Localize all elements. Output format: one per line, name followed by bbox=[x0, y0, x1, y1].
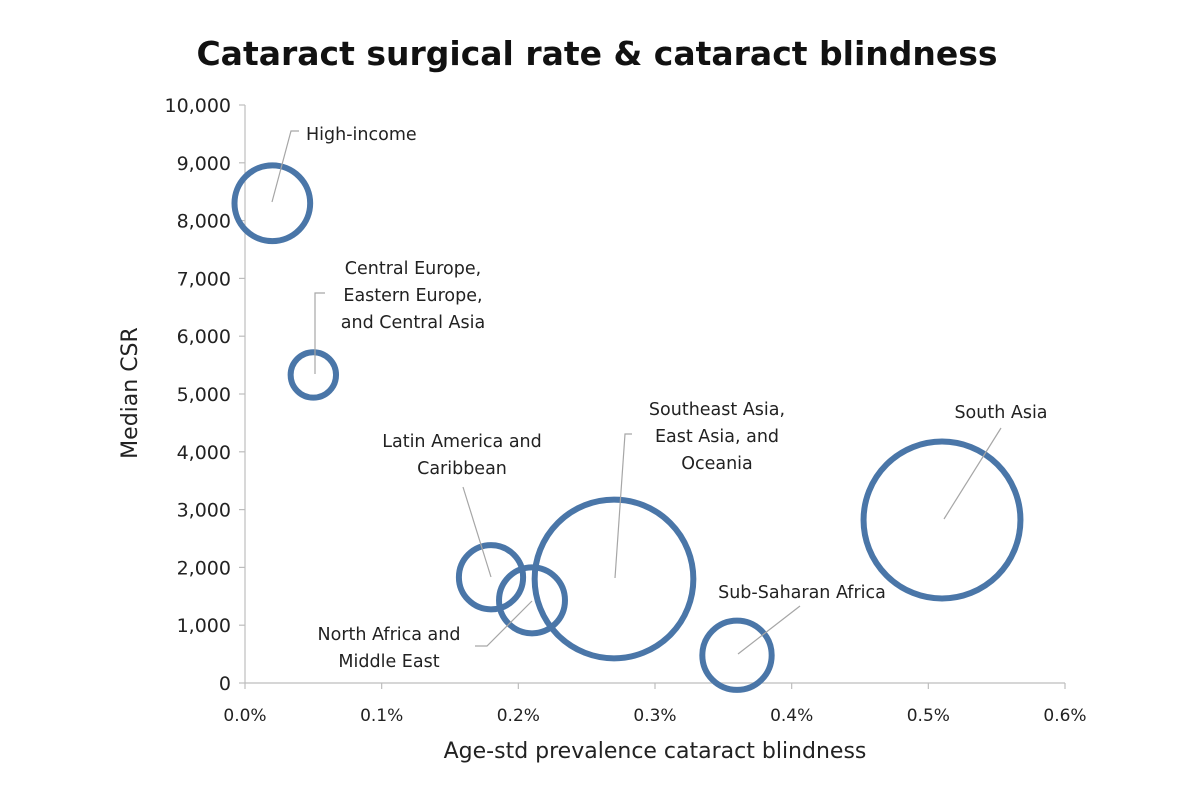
y-tick-label: 0 bbox=[219, 673, 231, 695]
y-tick-label: 6,000 bbox=[177, 326, 231, 348]
leader-line bbox=[271, 130, 299, 203]
bubble-label: South Asia bbox=[954, 403, 1047, 423]
bubble bbox=[455, 542, 527, 613]
bubble-label: Caribbean bbox=[417, 459, 507, 479]
bubble bbox=[496, 564, 568, 637]
x-tick-label: 0.3% bbox=[633, 706, 676, 726]
y-tick-label: 8,000 bbox=[177, 211, 231, 233]
bubble-label: East Asia, and bbox=[655, 427, 779, 447]
bubble-label: Sub-Saharan Africa bbox=[718, 583, 886, 603]
bubble-label: Oceania bbox=[681, 454, 753, 474]
bubble-label: and Central Asia bbox=[341, 313, 485, 333]
y-tick-label: 7,000 bbox=[177, 268, 231, 290]
bubble-label: High-income bbox=[306, 125, 417, 145]
axes: 0 1,000 2,000 3,000 4,000 5,000 6,000 7,000 8,00… bbox=[165, 95, 1087, 726]
bubble-label: Middle East bbox=[338, 652, 439, 672]
bubble bbox=[231, 162, 314, 245]
y-tick-label: 3,000 bbox=[177, 500, 231, 522]
leader-line bbox=[314, 292, 325, 374]
y-tick-label: 1,000 bbox=[177, 615, 231, 637]
bubble bbox=[531, 496, 697, 662]
bubble bbox=[287, 349, 340, 401]
y-tick-label: 5,000 bbox=[177, 384, 231, 406]
bubble bbox=[699, 617, 775, 693]
leader-line bbox=[737, 605, 801, 655]
x-tick-label: 0.5% bbox=[907, 706, 950, 726]
leader-line bbox=[614, 433, 632, 579]
y-axis-title: Median CSR bbox=[118, 327, 143, 459]
bubbles bbox=[231, 162, 1024, 693]
x-tick-label: 0.2% bbox=[497, 706, 540, 726]
y-tick-label: 9,000 bbox=[177, 153, 231, 175]
y-tick-label: 4,000 bbox=[177, 442, 231, 464]
leader-line bbox=[475, 600, 533, 647]
annotations: High-income Central Europe, Eastern Europe… bbox=[271, 125, 1048, 672]
x-tick-label: 0.0% bbox=[223, 706, 266, 726]
leader-line bbox=[943, 427, 1002, 520]
bubble-label: North Africa and bbox=[318, 625, 461, 645]
y-tick-label: 10,000 bbox=[165, 95, 231, 117]
bubble-label: Eastern Europe, bbox=[343, 286, 482, 306]
bubble bbox=[860, 438, 1024, 602]
x-tick-label: 0.4% bbox=[770, 706, 813, 726]
leader-line bbox=[462, 486, 492, 578]
y-tick-label: 2,000 bbox=[177, 557, 231, 579]
x-tick-label: 0.6% bbox=[1043, 706, 1086, 726]
bubble-label: Central Europe, bbox=[345, 259, 481, 279]
bubble-label: Southeast Asia, bbox=[649, 400, 785, 420]
bubble-label: Latin America and bbox=[382, 432, 542, 452]
chart-title: Cataract surgical rate & cataract blindn… bbox=[196, 34, 997, 73]
x-tick-label: 0.1% bbox=[360, 706, 403, 726]
x-axis-title: Age-std prevalence cataract blindness bbox=[444, 739, 867, 764]
